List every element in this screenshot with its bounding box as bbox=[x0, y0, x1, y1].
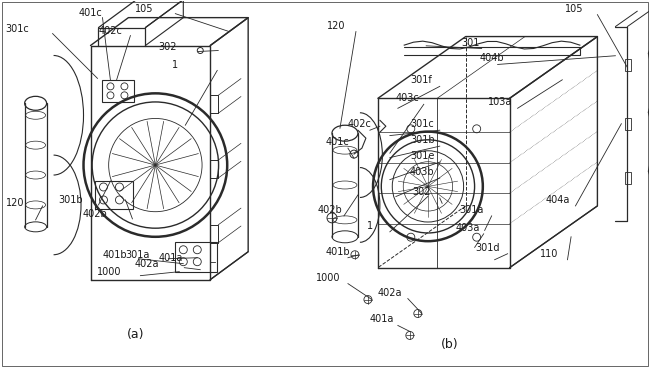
Text: 103a: 103a bbox=[488, 97, 512, 107]
Text: 401c: 401c bbox=[326, 137, 350, 147]
Text: 302: 302 bbox=[159, 42, 177, 52]
Text: 403c: 403c bbox=[396, 93, 420, 103]
Text: (a): (a) bbox=[127, 328, 144, 341]
Bar bbox=[625, 60, 631, 71]
Text: 402b: 402b bbox=[83, 209, 107, 219]
Text: 301b: 301b bbox=[58, 195, 83, 205]
Text: 403a: 403a bbox=[456, 223, 480, 233]
Text: 120: 120 bbox=[327, 21, 346, 31]
Text: 1000: 1000 bbox=[96, 267, 121, 277]
Text: 402a: 402a bbox=[378, 287, 402, 298]
Text: 1000: 1000 bbox=[316, 273, 341, 283]
Text: 401a: 401a bbox=[370, 315, 395, 325]
Text: 401a: 401a bbox=[159, 253, 183, 263]
Text: 302: 302 bbox=[412, 187, 430, 197]
Text: 301e: 301e bbox=[410, 151, 434, 161]
Text: 401b: 401b bbox=[326, 247, 350, 257]
Text: 301b: 301b bbox=[410, 135, 434, 145]
Bar bbox=[96, 181, 133, 209]
Bar bbox=[625, 172, 631, 184]
Text: 402c: 402c bbox=[348, 119, 372, 129]
Text: 110: 110 bbox=[540, 249, 558, 259]
Bar bbox=[103, 80, 135, 102]
Bar bbox=[625, 118, 631, 130]
Text: 301: 301 bbox=[462, 38, 480, 47]
Text: 301c: 301c bbox=[410, 119, 434, 129]
Text: 105: 105 bbox=[135, 4, 154, 14]
Text: 1: 1 bbox=[367, 221, 373, 231]
Text: 1: 1 bbox=[172, 60, 179, 70]
Text: 120: 120 bbox=[6, 198, 24, 208]
Text: 401b: 401b bbox=[103, 250, 127, 260]
Text: 402a: 402a bbox=[135, 259, 159, 269]
Text: 301d: 301d bbox=[476, 243, 501, 253]
Text: 301a: 301a bbox=[460, 205, 484, 215]
Text: 402b: 402b bbox=[318, 205, 343, 215]
Text: (b): (b) bbox=[441, 338, 458, 351]
Text: 404b: 404b bbox=[480, 53, 504, 63]
Text: 301f: 301f bbox=[410, 75, 432, 85]
Text: 402c: 402c bbox=[99, 26, 122, 36]
Text: 401c: 401c bbox=[79, 8, 102, 18]
Text: 105: 105 bbox=[564, 4, 583, 14]
Text: 404a: 404a bbox=[545, 195, 570, 205]
Text: 301a: 301a bbox=[125, 250, 150, 260]
Bar bbox=[176, 242, 217, 272]
Text: 301c: 301c bbox=[6, 24, 29, 33]
Text: 403b: 403b bbox=[410, 167, 434, 177]
